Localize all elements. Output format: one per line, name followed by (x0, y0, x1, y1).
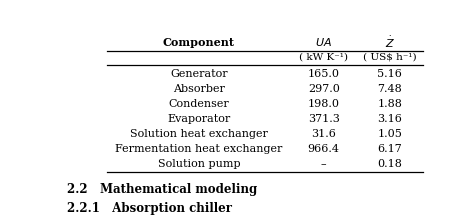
Text: 1.05: 1.05 (377, 129, 402, 139)
Text: $UA$: $UA$ (315, 36, 332, 48)
Text: $\dot{Z}$: $\dot{Z}$ (385, 34, 395, 50)
Text: 1.88: 1.88 (377, 99, 402, 109)
Text: 966.4: 966.4 (308, 144, 340, 154)
Text: Absorber: Absorber (173, 84, 225, 94)
Text: ( US$ h⁻¹): ( US$ h⁻¹) (363, 53, 417, 62)
Text: 297.0: 297.0 (308, 84, 340, 94)
Text: 2.2   Mathematical modeling: 2.2 Mathematical modeling (66, 183, 257, 196)
Text: ( kW K⁻¹): ( kW K⁻¹) (299, 53, 348, 62)
Text: Generator: Generator (170, 69, 228, 79)
Text: 198.0: 198.0 (308, 99, 340, 109)
Text: Condenser: Condenser (168, 99, 229, 109)
Text: Solution heat exchanger: Solution heat exchanger (130, 129, 268, 139)
Text: Fermentation heat exchanger: Fermentation heat exchanger (115, 144, 283, 154)
Text: Evaporator: Evaporator (167, 114, 230, 124)
Text: 2.2.1   Absorption chiller: 2.2.1 Absorption chiller (66, 202, 232, 215)
Text: 0.18: 0.18 (377, 159, 402, 169)
Text: 165.0: 165.0 (308, 69, 340, 79)
Text: Solution pump: Solution pump (157, 159, 240, 169)
Text: 3.16: 3.16 (377, 114, 402, 124)
Text: 6.17: 6.17 (377, 144, 402, 154)
Text: 371.3: 371.3 (308, 114, 340, 124)
Text: 31.6: 31.6 (311, 129, 336, 139)
Text: 7.48: 7.48 (377, 84, 402, 94)
Text: 5.16: 5.16 (377, 69, 402, 79)
Text: –: – (321, 159, 327, 169)
Text: Component: Component (163, 37, 235, 48)
